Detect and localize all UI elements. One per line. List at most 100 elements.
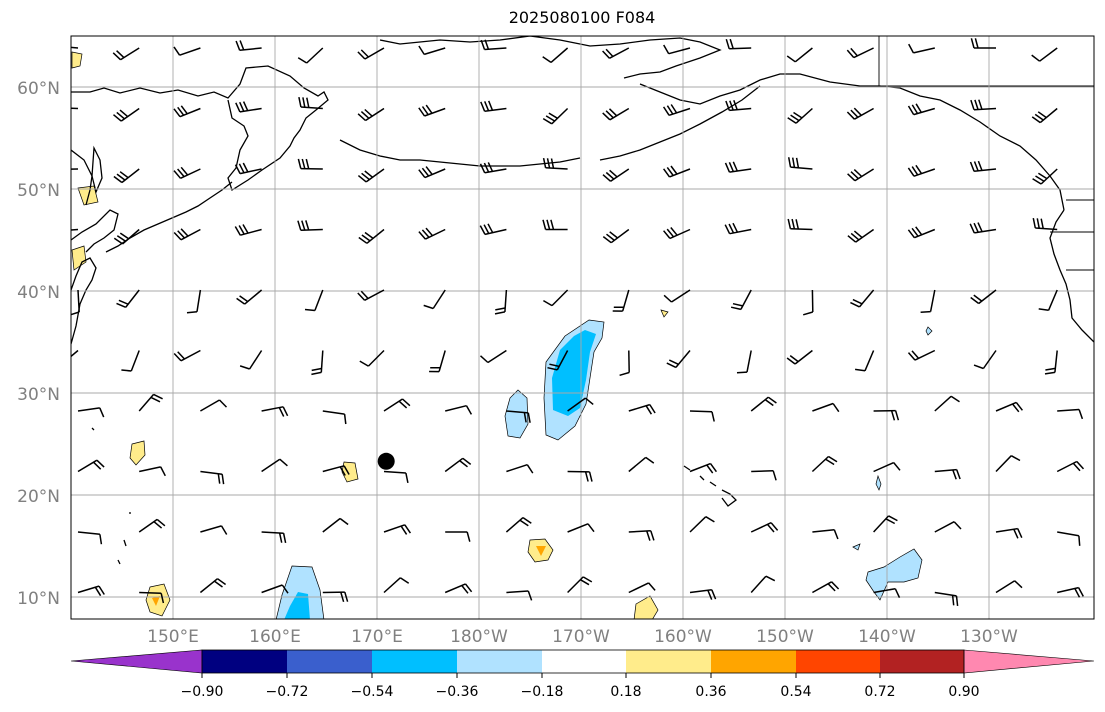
wind-barb-feather bbox=[650, 530, 655, 541]
wind-barb bbox=[357, 107, 385, 122]
wind-barb-shaft bbox=[746, 350, 752, 373]
wind-barb-feather bbox=[526, 464, 534, 474]
wind-barb-feather bbox=[153, 521, 163, 529]
wind-barb-feather bbox=[343, 465, 350, 475]
wind-barb-feather bbox=[973, 364, 984, 370]
wind-barb-feather bbox=[1044, 371, 1056, 375]
wind-barb-feather bbox=[605, 110, 614, 119]
wind-barb-feather bbox=[279, 458, 288, 467]
wind-barb bbox=[689, 589, 717, 600]
wind-barb-feather bbox=[57, 160, 60, 170]
wind-barb-feather bbox=[547, 366, 558, 371]
wind-barb-feather bbox=[832, 403, 840, 413]
wind-barb-feather bbox=[425, 227, 434, 237]
wind-barb-feather bbox=[305, 220, 310, 231]
border-box-right bbox=[1066, 199, 1094, 271]
wind-barb-feather bbox=[236, 297, 246, 305]
wind-barb-feather bbox=[787, 157, 792, 168]
wind-barb-feather bbox=[238, 225, 245, 235]
wind-barb-feather bbox=[421, 229, 430, 238]
wind-barb-feather bbox=[854, 368, 866, 372]
lon-label: 180°W bbox=[450, 627, 508, 647]
lon-label: 170°W bbox=[552, 627, 610, 647]
wind-barb-feather bbox=[461, 585, 469, 594]
wind-barb-feather bbox=[977, 222, 983, 233]
wind-barb bbox=[311, 350, 324, 376]
wind-barb-shaft bbox=[750, 575, 767, 594]
wind-barb bbox=[689, 516, 715, 533]
wind-barb-feather bbox=[852, 298, 863, 305]
wind-barb bbox=[567, 397, 594, 412]
wind-barb-feather bbox=[802, 311, 814, 316]
wind-barb-shaft bbox=[1057, 408, 1080, 412]
wind-barb-feather bbox=[584, 397, 594, 405]
wind-barb bbox=[969, 222, 997, 234]
wind-barb-feather bbox=[606, 233, 615, 241]
wind-barb-feather bbox=[608, 108, 618, 117]
wind-barb-feather bbox=[894, 588, 901, 599]
colorbar-segment bbox=[796, 650, 880, 673]
wind-barb-feather bbox=[550, 219, 555, 230]
wind-barb-feather bbox=[421, 167, 430, 177]
wind-barb bbox=[261, 458, 288, 473]
wind-barb bbox=[1057, 586, 1084, 598]
wind-barb-feather bbox=[973, 161, 979, 172]
wind-barb bbox=[602, 47, 630, 59]
wind-barb-feather bbox=[487, 223, 494, 234]
wind-barb-feather bbox=[915, 164, 923, 175]
wind-barb-feather bbox=[278, 532, 283, 543]
wind-barb bbox=[934, 521, 962, 533]
wind-barb-shaft bbox=[628, 456, 647, 473]
wind-barb-feather bbox=[729, 38, 734, 49]
wind-barb-shaft bbox=[567, 523, 589, 533]
colorbar-tick-label: 0.36 bbox=[695, 684, 726, 700]
wind-barb bbox=[71, 107, 79, 110]
wind-barb-feather bbox=[767, 396, 777, 404]
wind-barb-feather bbox=[527, 590, 533, 601]
wind-barb-feather bbox=[791, 157, 796, 168]
wind-barb bbox=[628, 403, 656, 415]
wind-barb bbox=[304, 289, 324, 312]
wind-barb-feather bbox=[116, 50, 125, 59]
wind-barb bbox=[547, 350, 569, 371]
wind-barb bbox=[173, 46, 201, 56]
wind-barb bbox=[71, 228, 79, 231]
coast-bc bbox=[1049, 209, 1094, 343]
wind-barb-feather bbox=[707, 590, 713, 600]
colorbar-tick-label: 0.54 bbox=[780, 684, 811, 700]
lon-label: 130°W bbox=[960, 627, 1018, 647]
wind-barb-shaft bbox=[506, 463, 528, 473]
wind-barb-feather bbox=[973, 294, 983, 302]
wind-barb-feather bbox=[177, 230, 186, 239]
wind-barb-feather bbox=[663, 230, 671, 239]
wind-barb-shaft bbox=[567, 397, 586, 412]
wind-barb-feather bbox=[173, 231, 182, 241]
wind-barb-feather bbox=[546, 158, 551, 169]
wind-barb bbox=[444, 583, 473, 594]
wind-barb-feather bbox=[662, 106, 670, 116]
wind-barb-shaft bbox=[196, 289, 202, 312]
wind-barb-feather bbox=[915, 226, 923, 236]
colorbar-tick-label: −0.18 bbox=[521, 684, 564, 700]
wind-barb bbox=[480, 100, 507, 112]
wind-barb-feather bbox=[242, 224, 249, 234]
colorbar-frame bbox=[201, 649, 965, 674]
wind-barb-feather bbox=[405, 472, 409, 484]
wind-barb bbox=[969, 160, 997, 173]
wind-barb bbox=[173, 105, 201, 118]
wind-barb-shaft bbox=[504, 289, 508, 312]
wind-barb bbox=[113, 107, 140, 122]
wind-barb-feather bbox=[546, 219, 551, 230]
wind-barb-shaft bbox=[320, 350, 324, 373]
wind-barb bbox=[934, 395, 960, 412]
wind-barb-shaft bbox=[668, 47, 691, 55]
wind-barb bbox=[787, 107, 813, 124]
wind-barb-feather bbox=[480, 39, 486, 50]
wind-barb bbox=[357, 289, 385, 301]
wind-barb-feather bbox=[364, 231, 374, 240]
wind-barb-feather bbox=[602, 174, 612, 182]
coast-honshu bbox=[71, 257, 97, 345]
lat-labels: 60°N 50°N 40°N 30°N 20°N 10°N bbox=[17, 79, 60, 609]
wind-barb-shaft bbox=[934, 521, 955, 533]
wind-barb-feather bbox=[153, 393, 163, 400]
